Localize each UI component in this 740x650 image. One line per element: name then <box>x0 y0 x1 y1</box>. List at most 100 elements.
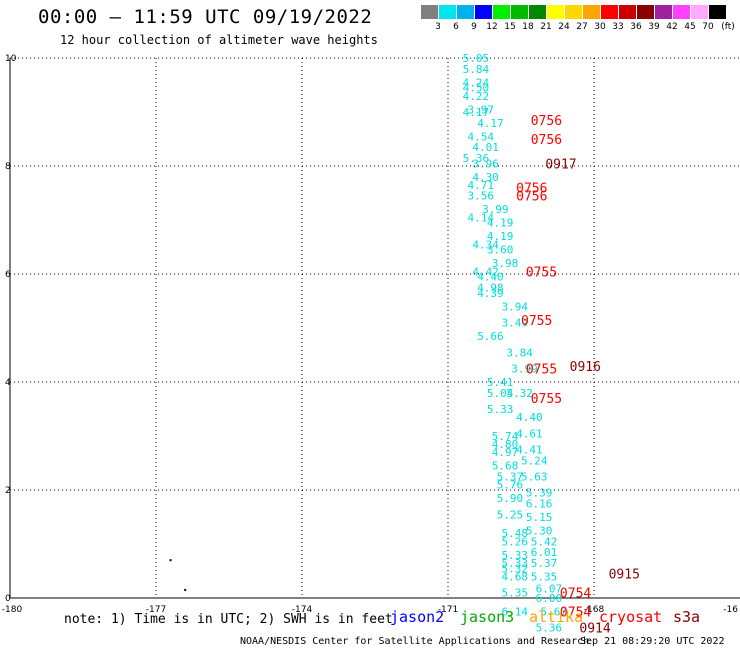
colorbar-label: 18 <box>522 22 534 32</box>
colorbar-label: 33 <box>612 22 624 32</box>
x-tick-label: -168 <box>584 605 605 615</box>
x-tick-label: -16 <box>723 605 738 615</box>
pass-time-label: 0756 <box>531 114 562 129</box>
colorbar-label: 21 <box>540 22 552 32</box>
colorbar-swatch <box>691 5 708 19</box>
colorbar-swatch <box>565 5 582 19</box>
wave-height-label: 5.32 <box>506 387 533 400</box>
x-tick-label: -180 <box>2 605 23 615</box>
colorbar-swatch <box>619 5 636 19</box>
y-tick-label: 0 <box>5 594 11 604</box>
wave-height-label: 4.34 <box>472 238 499 251</box>
colorbar-swatch <box>421 5 438 19</box>
colorbar-swatch <box>457 5 474 19</box>
wave-height-label: 4.17 <box>463 106 490 119</box>
colorbar-label: 45 <box>684 22 696 32</box>
colorbar-swatch <box>601 5 618 19</box>
pass-time-label: 0914 <box>579 622 610 637</box>
wave-height-label: 4.42 <box>472 265 499 278</box>
colorbar-swatch <box>547 5 564 19</box>
data-point-marker <box>184 588 187 591</box>
x-tick-label: -171 <box>438 605 458 615</box>
wave-height-label: 5.67 <box>540 606 567 619</box>
wave-height-label: 5.66 <box>477 330 504 343</box>
pass-time-label: 0915 <box>609 568 640 583</box>
y-tick-label: 6 <box>5 270 11 280</box>
wave-height-label: 3.99 <box>511 363 538 376</box>
wave-height-label: 4.39 <box>477 287 504 300</box>
wave-height-label: 5.24 <box>521 454 548 467</box>
colorbar-swatch <box>673 5 690 19</box>
colorbar-label: 12 <box>486 22 498 32</box>
wave-height-label: 5.41 <box>487 376 514 389</box>
x-tick-label: -177 <box>146 605 166 615</box>
wave-height-label: 4.50 <box>463 82 490 95</box>
colorbar-swatch <box>529 5 546 19</box>
colorbar-label: 9 <box>471 22 477 32</box>
colorbar-swatch <box>709 5 726 19</box>
legend-jason2: jason2 <box>390 608 445 626</box>
legend-jason3: jason3 <box>460 608 515 626</box>
wave-height-label: 5.05 <box>463 52 490 65</box>
wave-height-label: 4.41 <box>516 444 543 457</box>
colorbar-swatch <box>493 5 510 19</box>
colorbar-label: 30 <box>594 22 606 32</box>
footer-timestamp: Sep 21 08:29:20 UTC 2022 <box>580 636 725 647</box>
wave-height-label: 5.76 <box>497 479 523 492</box>
wave-height-label: 4.98 <box>477 282 504 295</box>
colorbar-swatch <box>511 5 528 19</box>
wave-height-label: 4.68 <box>502 570 529 583</box>
pass-time-label: 0756 <box>516 182 547 197</box>
colorbar-swatch <box>583 5 600 19</box>
footer-org: NOAA/NESDIS Center for Satellite Applica… <box>240 636 590 647</box>
y-tick-label: 4 <box>5 378 11 388</box>
wave-height-label: 3.96 <box>472 157 499 170</box>
wave-height-label: 3.84 <box>506 346 533 359</box>
legend-note: note: 1) Time is in UTC; 2) SWH is in fe… <box>64 612 393 627</box>
wave-height-label: 4.40 <box>477 271 504 284</box>
wave-height-label: 5.68 <box>492 460 519 473</box>
colorbar-unit: (ft) <box>721 22 735 32</box>
colorbar-swatch <box>475 5 492 19</box>
wave-height-label: 5.74 <box>492 430 519 443</box>
colorbar-label: 6 <box>453 22 459 32</box>
wave-height-label: 5.63 <box>521 471 548 484</box>
pass-time-label: 0754 <box>560 606 591 621</box>
wave-height-label: 6.14 <box>502 606 529 619</box>
wave-height-label: 4.71 <box>467 179 494 192</box>
wave-height-label: 5.25 <box>497 508 523 521</box>
wave-height-label: 4.24 <box>463 76 490 89</box>
pass-time-label: 0755 <box>526 363 557 378</box>
pass-time-label: 0755 <box>521 314 552 329</box>
wave-height-label: 5.04 <box>487 387 514 400</box>
data-point-marker <box>169 559 172 562</box>
wave-height-label: 4.19 <box>487 217 514 230</box>
wave-height-label: 5.15 <box>526 511 553 524</box>
wave-height-label: 4.97 <box>492 446 519 459</box>
colorbar-label: 36 <box>630 22 642 32</box>
colorbar-label: 27 <box>576 22 588 32</box>
colorbar-label: 70 <box>702 22 714 32</box>
pass-time-label: 0754 <box>560 587 591 602</box>
wave-height-label: 5.26 <box>502 535 529 548</box>
wave-height-label: 3.94 <box>502 300 529 313</box>
wave-height-label: 5.36 <box>463 152 490 165</box>
wave-height-label: 4.54 <box>467 130 494 143</box>
wave-height-label: 4.61 <box>516 427 543 440</box>
x-tick-label: -174 <box>292 605 313 615</box>
y-tick-label: 8 <box>5 162 11 172</box>
wave-height-label: 3.60 <box>487 244 514 257</box>
colorbar-label: 24 <box>558 22 570 32</box>
wave-height-label: 5.39 <box>526 487 553 500</box>
wave-height-label: 5.37 <box>497 471 523 484</box>
chart-subtitle: 12 hour collection of altimeter wave hei… <box>60 33 378 47</box>
pass-time-label: 0756 <box>531 133 562 148</box>
pass-time-label: 0755 <box>531 392 562 407</box>
wave-height-label: 5.48 <box>502 527 529 540</box>
wave-height-label: 4.19 <box>487 230 514 243</box>
wave-height-label: 5.36 <box>536 622 563 635</box>
wave-height-label: 5.30 <box>526 525 553 538</box>
wave-height-label: 6.16 <box>526 498 553 511</box>
wave-height-label: 5.90 <box>497 492 523 505</box>
